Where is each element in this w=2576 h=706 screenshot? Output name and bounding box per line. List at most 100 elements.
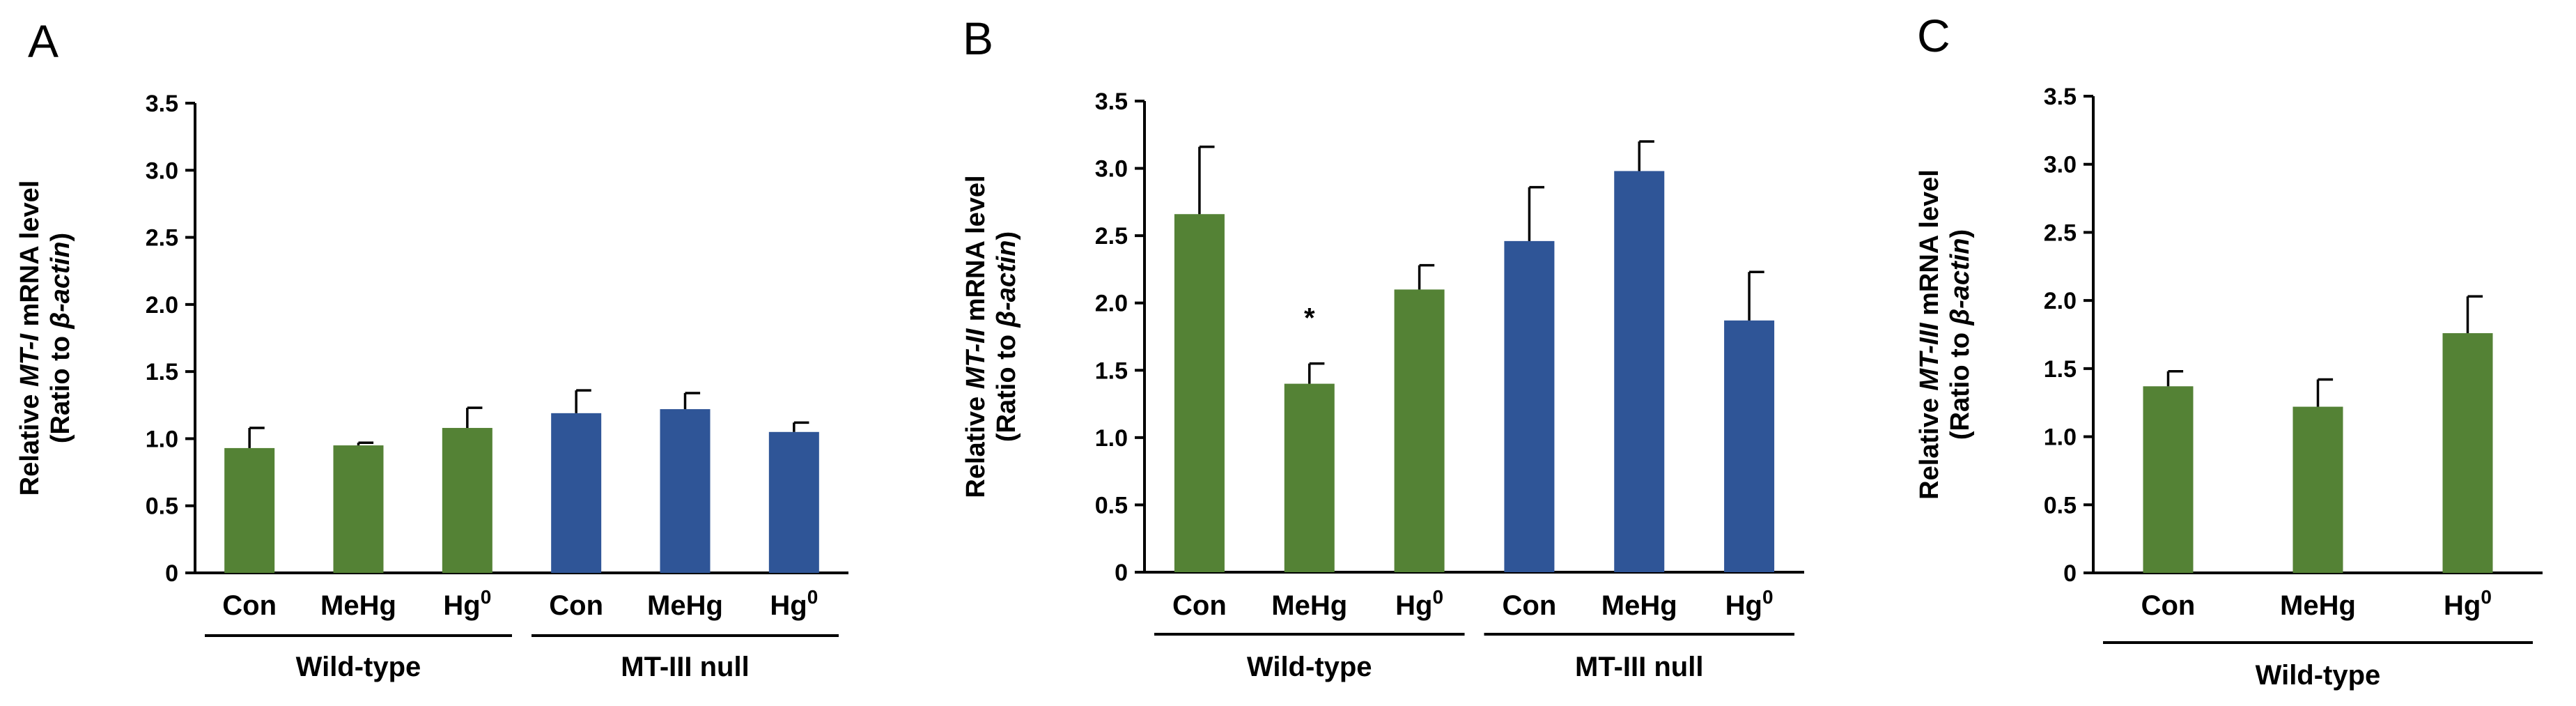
bar-4: [1614, 171, 1665, 573]
y-axis-label-gene: β-actin: [1946, 238, 1975, 326]
y-tick-label: 0.5: [1095, 492, 1128, 519]
bar-5: [768, 431, 819, 573]
y-tick-label: 0: [2063, 560, 2077, 587]
y-axis-label-text: mRNA level: [1915, 169, 1944, 323]
y-tick-label: 0: [1115, 560, 1128, 586]
y-tick-label: 3.0: [2044, 152, 2077, 178]
bar-0: [2143, 386, 2194, 573]
bar-3: [551, 413, 602, 573]
y-axis-label-line-2: (Ratio to β-actin): [992, 231, 1021, 442]
y-axis-label-text: (Ratio to: [46, 328, 75, 443]
category-label-1: MeHg: [1271, 590, 1347, 621]
category-label-3: Con: [549, 590, 603, 621]
y-tick-label: 1.0: [2044, 424, 2077, 451]
category-label-text: MeHg: [1601, 590, 1677, 621]
panel-label: B: [963, 13, 993, 64]
panel-label: A: [28, 15, 59, 67]
category-label-text: Hg: [443, 590, 480, 621]
category-label-2: Hg0: [443, 586, 491, 621]
category-label-0: Con: [1172, 590, 1227, 621]
category-label-superscript: 0: [1762, 586, 1774, 608]
category-label-text: MeHg: [2280, 590, 2356, 621]
y-axis-label-gene: MT-II: [961, 328, 991, 389]
category-label-text: Hg: [1395, 590, 1432, 621]
y-tick-label: 3.5: [146, 91, 178, 117]
category-label-5: Hg0: [770, 586, 818, 621]
y-tick-label: 1.5: [146, 359, 178, 385]
category-label-5: Hg0: [1725, 586, 1774, 621]
y-axis-label: Relative MT-III mRNA level(Ratio to β-ac…: [1915, 169, 1975, 500]
y-tick-label: 0.5: [2044, 492, 2077, 519]
y-axis-label-gene: β-actin: [992, 240, 1021, 328]
category-label-1: MeHg: [320, 590, 396, 621]
y-tick-label: 2.0: [146, 292, 178, 319]
y-axis-label-line-1: Relative MT-III mRNA level: [1915, 169, 1944, 500]
bar-1: [1284, 383, 1335, 572]
y-tick-label: 2.5: [2044, 220, 2077, 246]
y-tick-label: 3.0: [1095, 156, 1128, 183]
bar-4: [660, 409, 711, 573]
y-axis-label-text: (Ratio to: [992, 327, 1021, 442]
y-axis-label-text: (Ratio to: [1946, 325, 1975, 440]
y-tick-label: 2.5: [1095, 223, 1128, 250]
chart-panel-a: A 0 0.5 1.0 1.5 2.0 2.5 3.0 3.5 Relative MT-I mRN…: [15, 15, 848, 682]
y-axis-label-line-2: (Ratio to β-actin): [46, 233, 75, 443]
category-label-text: Hg: [770, 590, 807, 621]
category-label-0: Con: [222, 590, 277, 621]
y-axis-label-gene: MT-I: [15, 333, 45, 387]
significance-marker: *: [1304, 303, 1315, 334]
chart-panel-b: B 0 0.5 1.0 1.5 2.0 2.5 3.0 3.5 Relative MT-II mR…: [961, 13, 1804, 682]
panel-label: C: [1917, 10, 1950, 61]
y-tick-label: 1.0: [146, 426, 178, 452]
group-label: MT-III null: [1575, 652, 1703, 682]
y-axis-label: Relative MT-II mRNA level(Ratio to β-act…: [961, 175, 1021, 498]
category-label-text: Con: [1503, 590, 1557, 621]
y-axis-label-line-2: (Ratio to β-actin): [1946, 229, 1975, 440]
category-label-text: Hg: [1725, 590, 1762, 621]
bar-3: [1504, 240, 1555, 572]
group-label: Wild-type: [1247, 652, 1372, 682]
y-tick-label: 0: [165, 560, 178, 587]
y-axis-label-gene: MT-III: [1915, 322, 1944, 391]
category-label-text: MeHg: [647, 590, 723, 621]
category-label-superscript: 0: [2481, 586, 2492, 608]
category-label-superscript: 0: [481, 586, 492, 608]
y-axis-label-text: mRNA level: [15, 181, 45, 334]
y-tick-label: 2.0: [1095, 291, 1128, 317]
bar-0: [224, 447, 275, 573]
y-tick-label: 3.5: [2044, 84, 2077, 110]
group-label: MT-III null: [621, 652, 749, 682]
category-label-text: Con: [1172, 590, 1227, 621]
y-axis-label-text: ): [46, 233, 75, 242]
category-label-0: Con: [2141, 590, 2196, 621]
category-label-4: MeHg: [1601, 590, 1677, 621]
bar-1: [333, 445, 384, 573]
y-axis-label-line-1: Relative MT-II mRNA level: [961, 175, 991, 498]
category-label-3: Con: [1503, 590, 1557, 621]
y-axis-label: Relative MT-I mRNA level(Ratio to β-acti…: [15, 181, 75, 496]
y-tick-label: 1.5: [2044, 356, 2077, 383]
category-label-text: MeHg: [1271, 590, 1347, 621]
y-axis-label-text: ): [1946, 229, 1975, 238]
chart-panel-c: C 0 0.5 1.0 1.5 2.0 2.5 3.0 3.5 Relative MT-III m…: [1915, 10, 2543, 691]
y-axis-label-text: mRNA level: [961, 175, 991, 328]
category-label-text: Con: [549, 590, 603, 621]
category-label-2: Hg0: [2444, 586, 2492, 621]
category-label-text: MeHg: [320, 590, 396, 621]
y-tick-label: 1.0: [1095, 425, 1128, 452]
y-tick-label: 3.5: [1095, 89, 1128, 115]
bar-0: [1174, 214, 1225, 572]
category-label-text: Con: [222, 590, 277, 621]
y-tick-label: 2.5: [146, 225, 178, 252]
bar-2: [1394, 289, 1445, 572]
y-axis-label-gene: β-actin: [46, 242, 75, 330]
category-label-1: MeHg: [2280, 590, 2356, 621]
category-label-text: Con: [2141, 590, 2196, 621]
category-label-text: Hg: [2444, 590, 2481, 621]
y-tick-label: 3.0: [146, 158, 178, 184]
y-axis-label-text: Relative: [961, 389, 991, 498]
y-tick-label: 2.0: [2044, 288, 2077, 314]
group-label: Wild-type: [2256, 660, 2381, 691]
category-label-4: MeHg: [647, 590, 723, 621]
